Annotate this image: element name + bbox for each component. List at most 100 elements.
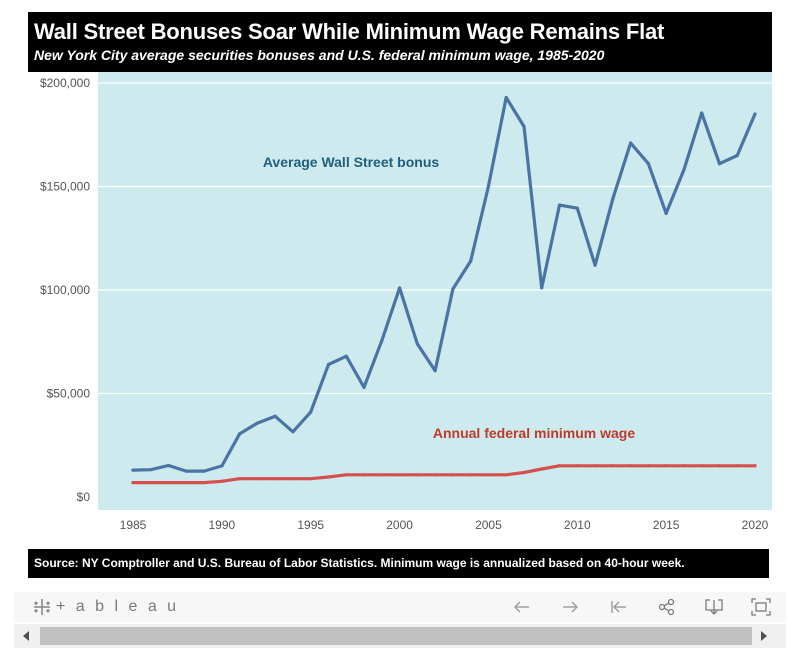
y-tick-label: $150,000	[40, 180, 90, 194]
wage-data-point[interactable]	[184, 480, 188, 485]
wage-data-point[interactable]	[415, 473, 419, 477]
bonus-data-point[interactable]	[220, 464, 224, 468]
wage-data-point[interactable]	[202, 480, 206, 485]
bonus-data-point[interactable]	[184, 469, 188, 473]
chart-title: Wall Street Bonuses Soar While Minimum W…	[34, 19, 665, 44]
x-tick-label: 1995	[297, 518, 324, 532]
wage-data-point[interactable]	[593, 464, 597, 468]
wage-data-point[interactable]	[646, 464, 650, 468]
chart-header: Wall Street Bonuses Soar While Minimum W…	[28, 12, 772, 72]
bonus-data-point[interactable]	[202, 469, 206, 473]
source-note: Source: NY Comptroller and U.S. Bureau o…	[28, 549, 769, 578]
bonus-data-point[interactable]	[611, 197, 615, 201]
scroll-left-icon[interactable]	[22, 631, 30, 641]
bonus-data-point[interactable]	[593, 263, 597, 267]
bonus-data-point[interactable]	[291, 430, 295, 434]
wage-data-point[interactable]	[540, 467, 544, 471]
bonus-data-point[interactable]	[664, 211, 668, 216]
wage-data-point[interactable]	[700, 464, 704, 468]
tableau-logo[interactable]: + a b l e a u	[32, 596, 179, 618]
wage-series-line[interactable]	[131, 464, 757, 485]
bonus-data-point[interactable]	[415, 342, 419, 346]
x-tick-label: 2005	[475, 518, 502, 532]
scrollbar-thumb[interactable]	[40, 627, 752, 645]
x-tick-label: 2000	[386, 518, 413, 532]
wage-data-point[interactable]	[238, 477, 242, 481]
bonus-data-point[interactable]	[717, 162, 722, 166]
bonus-data-point[interactable]	[700, 111, 704, 115]
wage-data-point[interactable]	[166, 480, 171, 485]
bonus-data-point[interactable]	[309, 410, 313, 414]
bonus-data-point[interactable]	[149, 468, 153, 472]
wage-data-point[interactable]	[469, 473, 473, 477]
bonus-data-point[interactable]	[131, 468, 135, 472]
bonus-data-point[interactable]	[504, 95, 508, 100]
x-tick-label: 2010	[564, 518, 591, 532]
bonus-data-point[interactable]	[753, 112, 757, 116]
wage-series-label: Annual federal minimum wage	[433, 425, 635, 441]
fullscreen-icon[interactable]	[750, 597, 772, 617]
bonus-data-point[interactable]	[629, 141, 633, 145]
bonus-data-point[interactable]	[682, 168, 686, 172]
share-icon[interactable]	[656, 597, 678, 617]
bonus-data-point[interactable]	[380, 339, 384, 343]
bonus-data-point[interactable]	[735, 153, 739, 158]
wage-data-point[interactable]	[309, 477, 313, 481]
bonus-data-point[interactable]	[362, 385, 366, 389]
x-tick-label: 1985	[120, 518, 147, 532]
chart-subtitle: New York City average securities bonuses…	[34, 47, 605, 63]
wage-data-point[interactable]	[131, 480, 135, 485]
wage-data-point[interactable]	[255, 477, 259, 481]
bonus-data-point[interactable]	[255, 421, 259, 425]
wage-data-point[interactable]	[397, 473, 402, 477]
bonus-data-point[interactable]	[433, 369, 437, 373]
wage-data-point[interactable]	[326, 475, 331, 479]
bonus-data-point[interactable]	[397, 286, 402, 290]
wage-data-point[interactable]	[344, 473, 348, 477]
bonus-series-line[interactable]	[131, 95, 757, 473]
x-tick-label: 2015	[653, 518, 680, 532]
wage-data-point[interactable]	[611, 464, 615, 468]
bonus-data-point[interactable]	[646, 162, 650, 166]
bonus-data-point[interactable]	[273, 414, 277, 418]
bonus-data-point[interactable]	[575, 206, 579, 210]
wage-data-point[interactable]	[735, 464, 739, 468]
bonus-data-point[interactable]	[344, 354, 348, 358]
wage-data-point[interactable]	[291, 477, 295, 481]
wage-data-point[interactable]	[522, 470, 526, 475]
scroll-right-icon[interactable]	[760, 631, 768, 641]
bonus-data-point[interactable]	[238, 432, 242, 436]
wage-data-point[interactable]	[486, 473, 491, 477]
wage-data-point[interactable]	[557, 464, 562, 468]
wage-data-point[interactable]	[273, 477, 277, 481]
bonus-data-point[interactable]	[166, 463, 171, 468]
wage-data-point[interactable]	[717, 464, 722, 468]
wage-data-point[interactable]	[433, 473, 437, 477]
bonus-data-point[interactable]	[451, 287, 455, 291]
wage-data-point[interactable]	[504, 473, 508, 477]
revert-icon[interactable]	[608, 597, 630, 617]
bonus-data-point[interactable]	[326, 362, 331, 367]
bonus-data-point[interactable]	[557, 203, 562, 207]
bonus-data-point[interactable]	[540, 286, 544, 290]
wage-data-point[interactable]	[362, 473, 366, 477]
wage-data-point[interactable]	[380, 473, 384, 477]
redo-icon[interactable]	[559, 597, 581, 617]
wage-data-point[interactable]	[149, 480, 153, 485]
wage-data-point[interactable]	[682, 464, 686, 468]
bonus-data-point[interactable]	[469, 259, 473, 263]
wage-data-point[interactable]	[575, 464, 579, 468]
wage-data-point[interactable]	[451, 473, 455, 477]
wage-data-point[interactable]	[664, 464, 668, 468]
undo-icon[interactable]	[511, 597, 533, 617]
wage-data-point[interactable]	[220, 479, 224, 483]
y-tick-label: $0	[77, 490, 91, 504]
horizontal-scrollbar[interactable]	[14, 624, 786, 648]
wage-data-point[interactable]	[753, 464, 757, 468]
bonus-data-point[interactable]	[522, 124, 526, 129]
bonus-data-point[interactable]	[486, 184, 491, 189]
y-tick-label: $200,000	[40, 76, 90, 90]
tableau-logo-icon	[34, 599, 50, 615]
download-icon[interactable]	[703, 597, 725, 617]
wage-data-point[interactable]	[629, 464, 633, 468]
